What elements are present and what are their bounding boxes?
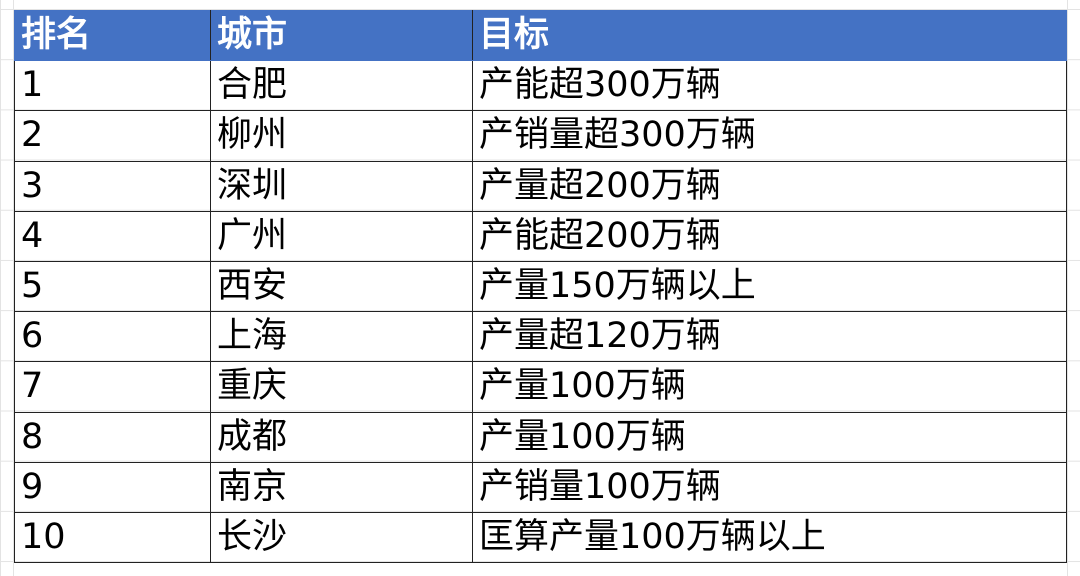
rank-cell[interactable]: 4 bbox=[14, 210, 211, 262]
gridline bbox=[1067, 0, 1068, 576]
table-row: 9 南京 产销量100万辆 bbox=[14, 461, 1067, 513]
target-cell[interactable]: 产能超300万辆 bbox=[472, 60, 1067, 112]
target-cell[interactable]: 产销量超300万辆 bbox=[472, 110, 1067, 162]
city-cell[interactable]: 合肥 bbox=[210, 60, 473, 112]
rank-cell[interactable]: 3 bbox=[14, 160, 211, 212]
target-cell[interactable]: 产量超200万辆 bbox=[472, 160, 1067, 212]
table-row: 8 成都 产量100万辆 bbox=[14, 411, 1067, 463]
rank-cell[interactable]: 7 bbox=[14, 361, 211, 413]
gridline bbox=[13, 0, 14, 576]
city-cell[interactable]: 上海 bbox=[210, 311, 473, 363]
header-rank[interactable]: 排名 bbox=[14, 9, 211, 62]
rank-cell[interactable]: 2 bbox=[14, 110, 211, 162]
city-cell[interactable]: 长沙 bbox=[210, 511, 473, 564]
target-cell[interactable]: 产量100万辆 bbox=[472, 411, 1067, 463]
header-row: 排名 城市 目标 bbox=[14, 9, 1067, 62]
rank-cell[interactable]: 6 bbox=[14, 311, 211, 363]
ranking-table: 排名 城市 目标 1 合肥 产能超300万辆 2 柳州 产销量超300万辆 3 深圳 产量超20… bbox=[14, 9, 1067, 564]
table-row: 5 西安 产量150万辆以上 bbox=[14, 260, 1067, 313]
table-row: 6 上海 产量超120万辆 bbox=[14, 311, 1067, 363]
city-cell[interactable]: 深圳 bbox=[210, 160, 473, 212]
header-target[interactable]: 目标 bbox=[472, 9, 1067, 62]
rank-cell[interactable]: 9 bbox=[14, 461, 211, 513]
table-row: 7 重庆 产量100万辆 bbox=[14, 361, 1067, 413]
city-cell[interactable]: 柳州 bbox=[210, 110, 473, 162]
target-cell[interactable]: 产量超120万辆 bbox=[472, 311, 1067, 363]
target-cell[interactable]: 产销量100万辆 bbox=[472, 461, 1067, 513]
table-row: 3 深圳 产量超200万辆 bbox=[14, 160, 1067, 212]
target-cell[interactable]: 产量100万辆 bbox=[472, 361, 1067, 413]
rank-cell[interactable]: 10 bbox=[14, 511, 211, 564]
rank-cell[interactable]: 1 bbox=[14, 60, 211, 112]
table-row: 2 柳州 产销量超300万辆 bbox=[14, 110, 1067, 162]
city-cell[interactable]: 南京 bbox=[210, 461, 473, 513]
rank-cell[interactable]: 8 bbox=[14, 411, 211, 463]
table-row: 4 广州 产能超200万辆 bbox=[14, 210, 1067, 262]
header-city[interactable]: 城市 bbox=[210, 9, 473, 62]
city-cell[interactable]: 成都 bbox=[210, 411, 473, 463]
table-row: 10 长沙 匡算产量100万辆以上 bbox=[14, 511, 1067, 564]
city-cell[interactable]: 重庆 bbox=[210, 361, 473, 413]
target-cell[interactable]: 匡算产量100万辆以上 bbox=[472, 511, 1067, 564]
city-cell[interactable]: 广州 bbox=[210, 210, 473, 262]
city-cell[interactable]: 西安 bbox=[210, 260, 473, 313]
table-row: 1 合肥 产能超300万辆 bbox=[14, 60, 1067, 112]
target-cell[interactable]: 产能超200万辆 bbox=[472, 210, 1067, 262]
rank-cell[interactable]: 5 bbox=[14, 260, 211, 313]
target-cell[interactable]: 产量150万辆以上 bbox=[472, 260, 1067, 313]
